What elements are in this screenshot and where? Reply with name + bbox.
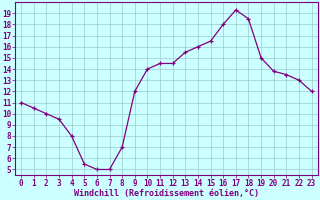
X-axis label: Windchill (Refroidissement éolien,°C): Windchill (Refroidissement éolien,°C) bbox=[74, 189, 259, 198]
